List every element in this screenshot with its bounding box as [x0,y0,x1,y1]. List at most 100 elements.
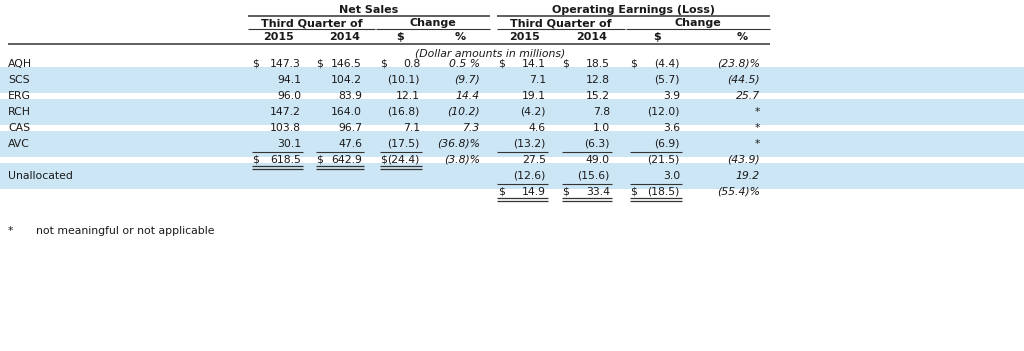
Text: $: $ [252,155,259,165]
Text: $: $ [562,187,569,197]
Text: Change: Change [675,18,721,28]
Text: (Dollar amounts in millions): (Dollar amounts in millions) [415,48,565,58]
Text: 27.5: 27.5 [522,155,546,165]
Bar [0,163,1024,189]
Text: 19.1: 19.1 [522,91,546,101]
Text: 2014: 2014 [577,32,607,42]
Text: (24.4): (24.4) [388,155,420,165]
Text: 146.5: 146.5 [331,59,362,69]
Text: $: $ [630,187,637,197]
Bar [0,67,1024,93]
Text: 18.5: 18.5 [586,59,610,69]
Text: 104.2: 104.2 [331,75,362,85]
Text: not meaningful or not applicable: not meaningful or not applicable [36,226,214,236]
Text: 4.6: 4.6 [528,123,546,133]
Text: $: $ [630,59,637,69]
Text: 83.9: 83.9 [338,91,362,101]
Text: 3.6: 3.6 [663,123,680,133]
Text: 2015: 2015 [509,32,540,42]
Text: 642.9: 642.9 [331,155,362,165]
Text: (10.1): (10.1) [387,75,420,85]
Text: (43.9): (43.9) [727,155,760,165]
Text: 49.0: 49.0 [586,155,610,165]
Text: Third Quarter of: Third Quarter of [510,18,611,28]
Text: Unallocated: Unallocated [8,171,73,181]
Text: 15.2: 15.2 [586,91,610,101]
Text: 2014: 2014 [330,32,360,42]
Text: (36.8)%: (36.8)% [437,139,480,149]
Text: 7.1: 7.1 [402,123,420,133]
Text: (9.7): (9.7) [455,75,480,85]
Text: (10.2): (10.2) [447,107,480,117]
Text: (23.8)%: (23.8)% [717,59,760,69]
Text: 0.8: 0.8 [402,59,420,69]
Text: (6.3): (6.3) [585,139,610,149]
Text: *: * [755,139,760,149]
Text: $: $ [396,32,403,42]
Text: %: % [736,32,748,42]
Text: (16.8): (16.8) [388,107,420,117]
Text: 0.5 %: 0.5 % [449,59,480,69]
Text: 30.1: 30.1 [276,139,301,149]
Text: 96.0: 96.0 [276,91,301,101]
Text: (21.5): (21.5) [647,155,680,165]
Text: CAS: CAS [8,123,30,133]
Text: 19.2: 19.2 [736,171,760,181]
Text: 14.4: 14.4 [456,91,480,101]
Text: 7.8: 7.8 [593,107,610,117]
Text: *: * [755,107,760,117]
Text: (4.4): (4.4) [654,59,680,69]
Text: (5.7): (5.7) [654,75,680,85]
Text: 147.3: 147.3 [270,59,301,69]
Text: 3.0: 3.0 [663,171,680,181]
Text: $: $ [380,155,387,165]
Text: 3.9: 3.9 [663,91,680,101]
Text: *: * [755,123,760,133]
Text: $: $ [562,59,569,69]
Text: (15.6): (15.6) [578,171,610,181]
Text: 7.1: 7.1 [528,75,546,85]
Text: Operating Earnings (Loss): Operating Earnings (Loss) [552,5,715,15]
Text: Net Sales: Net Sales [339,5,398,15]
Bar [0,131,1024,157]
Text: 47.6: 47.6 [338,139,362,149]
Text: Change: Change [410,18,457,28]
Text: 33.4: 33.4 [586,187,610,197]
Bar [0,99,1024,125]
Text: (17.5): (17.5) [388,139,420,149]
Text: 96.7: 96.7 [338,123,362,133]
Text: (12.0): (12.0) [647,107,680,117]
Text: *: * [8,226,13,236]
Text: 14.9: 14.9 [522,187,546,197]
Text: (13.2): (13.2) [514,139,546,149]
Text: 12.1: 12.1 [396,91,420,101]
Text: 147.2: 147.2 [270,107,301,117]
Text: (12.6): (12.6) [514,171,546,181]
Text: 94.1: 94.1 [278,75,301,85]
Text: %: % [455,32,466,42]
Text: ERG: ERG [8,91,31,101]
Text: $: $ [498,59,505,69]
Text: (18.5): (18.5) [647,187,680,197]
Text: AVC: AVC [8,139,30,149]
Text: RCH: RCH [8,107,31,117]
Text: Third Quarter of: Third Quarter of [261,18,362,28]
Text: $: $ [380,59,387,69]
Text: (6.9): (6.9) [654,139,680,149]
Text: 7.3: 7.3 [463,123,480,133]
Text: (4.2): (4.2) [520,107,546,117]
Text: $: $ [252,59,259,69]
Text: (44.5): (44.5) [727,75,760,85]
Text: AQH: AQH [8,59,32,69]
Text: 12.8: 12.8 [586,75,610,85]
Text: 103.8: 103.8 [270,123,301,133]
Text: $: $ [498,187,505,197]
Text: $: $ [653,32,660,42]
Text: $: $ [316,155,323,165]
Text: 25.7: 25.7 [736,91,760,101]
Text: 164.0: 164.0 [331,107,362,117]
Text: (3.8)%: (3.8)% [443,155,480,165]
Text: 14.1: 14.1 [522,59,546,69]
Text: 618.5: 618.5 [270,155,301,165]
Text: $: $ [316,59,323,69]
